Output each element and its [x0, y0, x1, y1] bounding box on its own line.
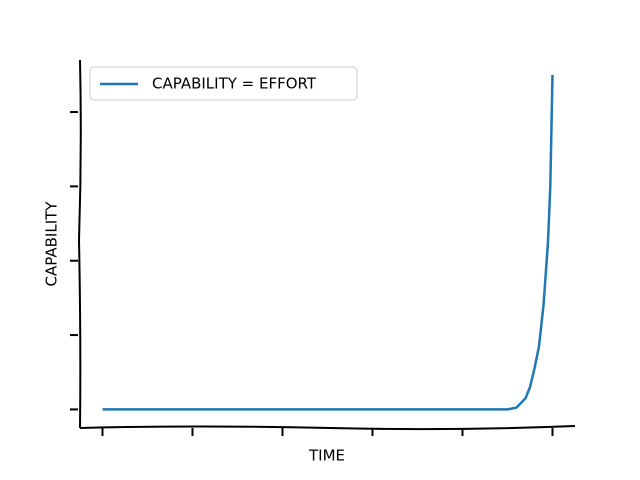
- y-axis-label: CAPABILITY: [43, 201, 61, 287]
- x-axis: [79, 425, 576, 431]
- x-axis-label: TIME: [308, 447, 345, 465]
- legend-label: CAPABILITY = EFFORT: [152, 75, 317, 93]
- line: [102, 74, 554, 411]
- legend-box: [89, 66, 358, 101]
- y-axis: [77, 59, 82, 429]
